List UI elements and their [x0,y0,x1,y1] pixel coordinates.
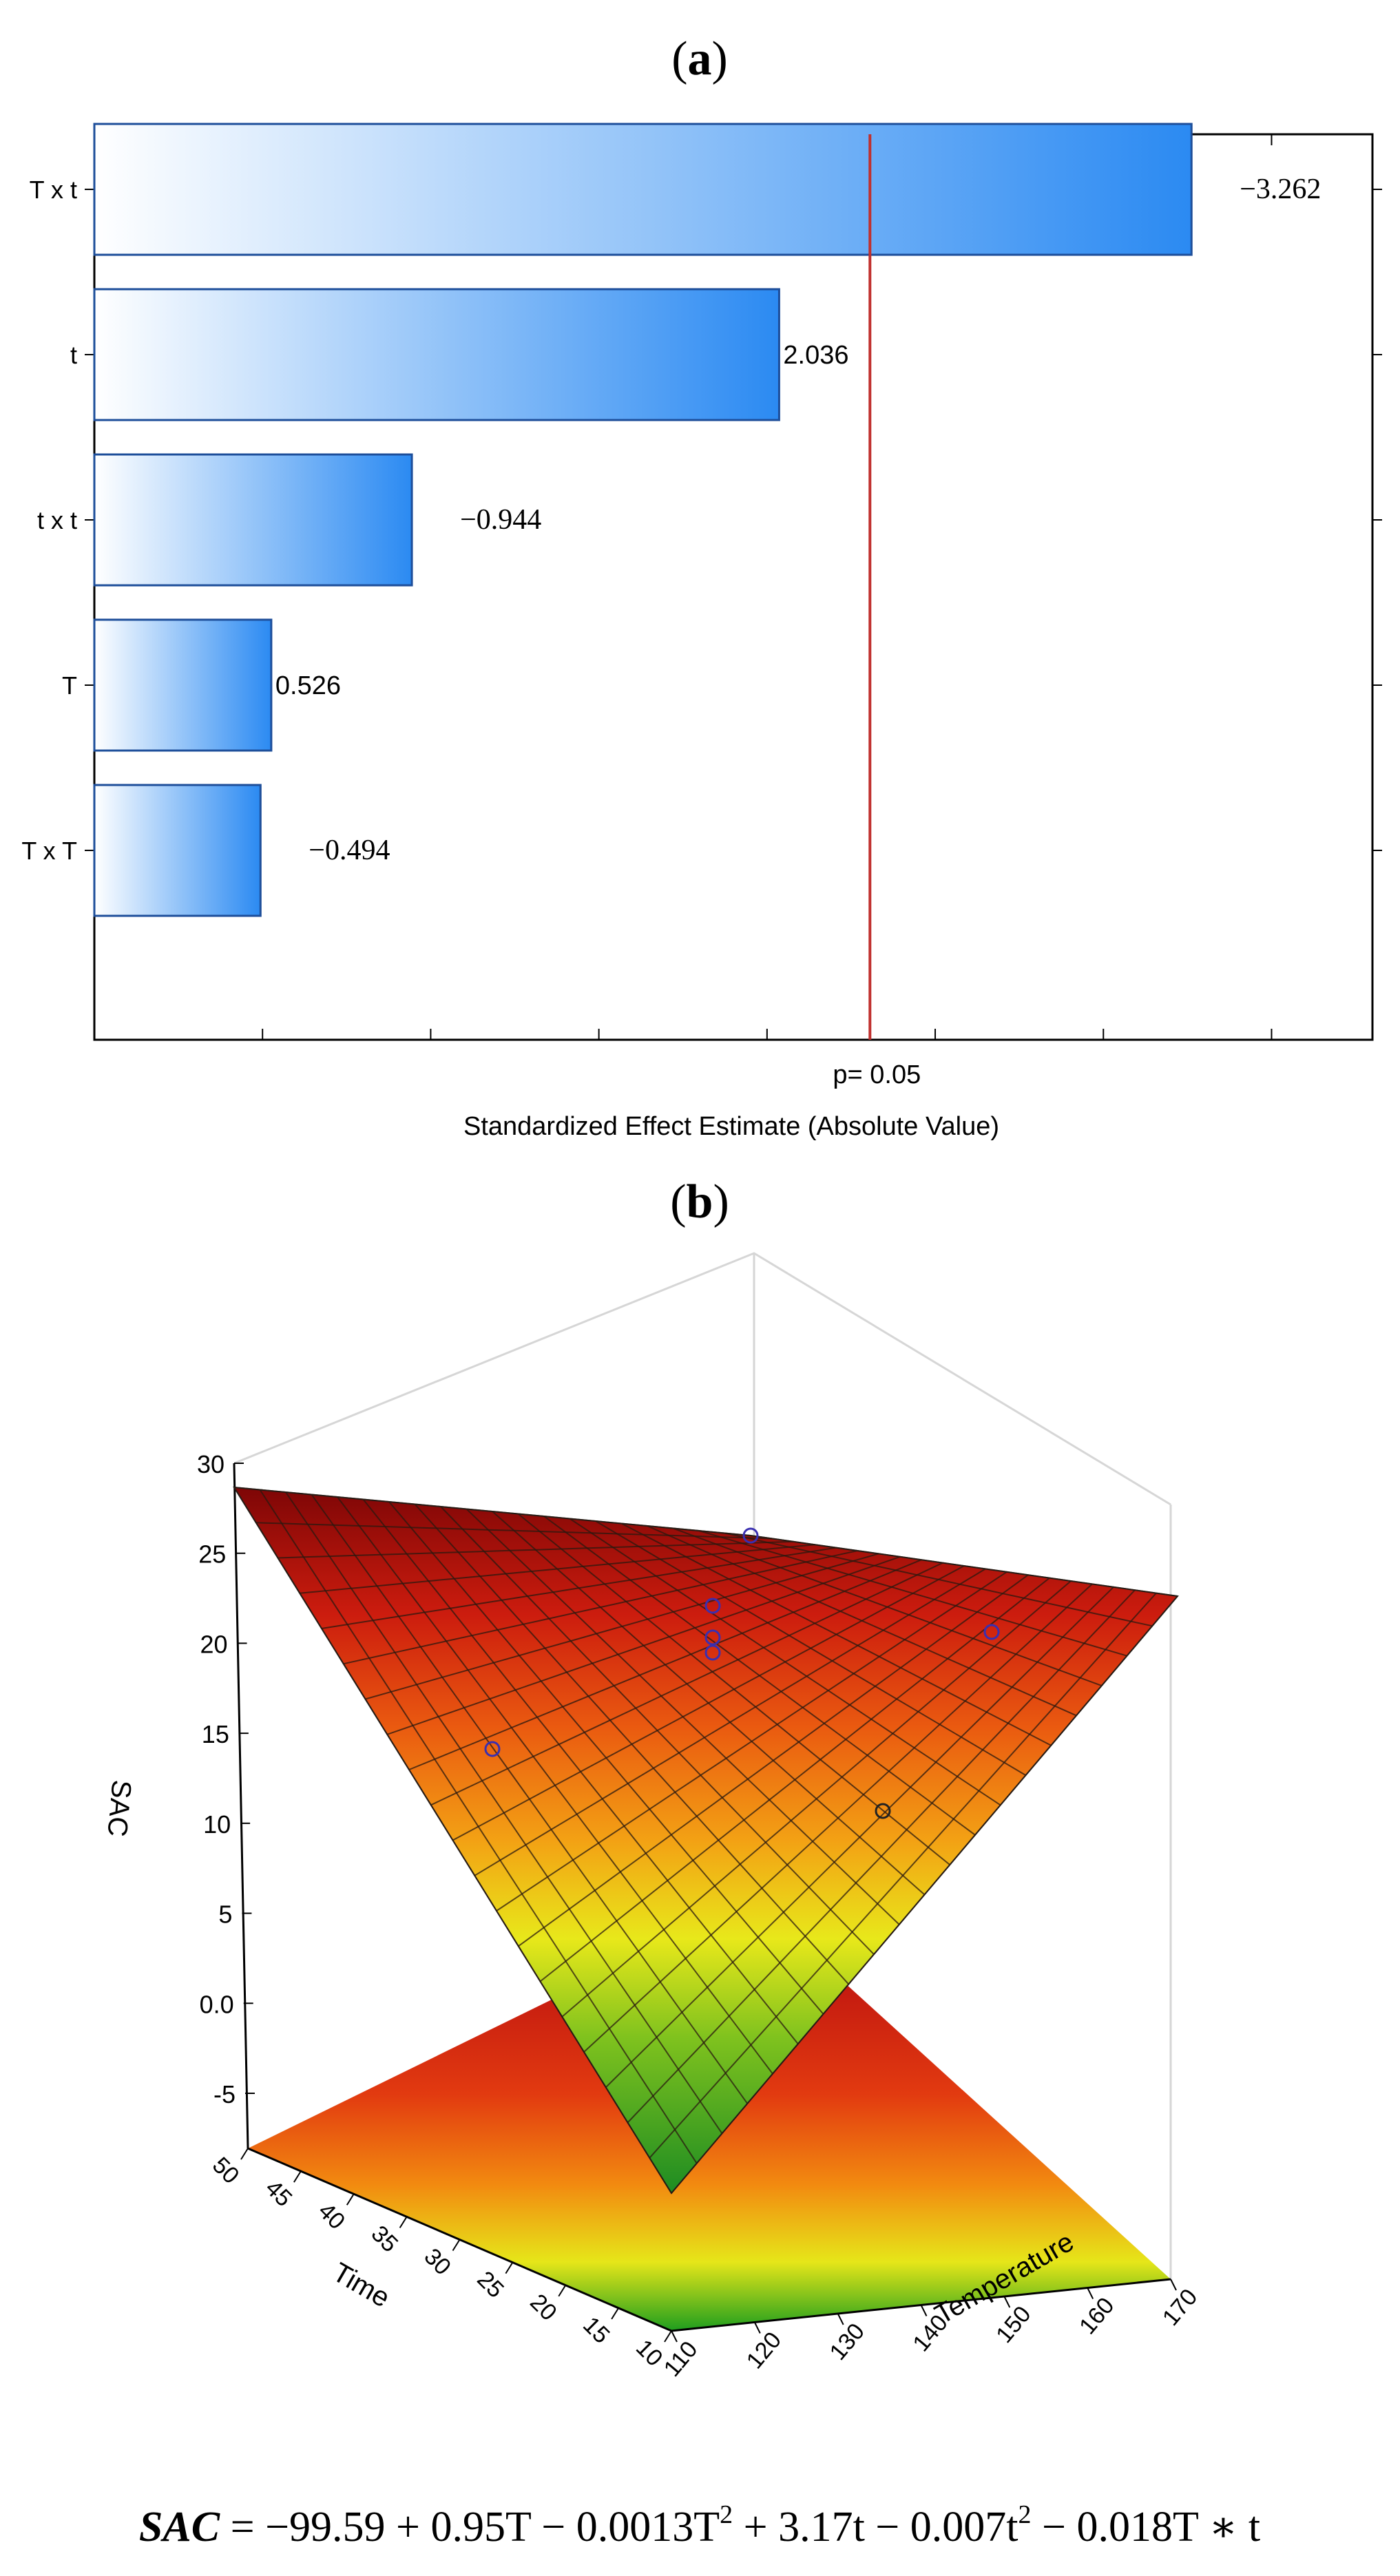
category-label: T x T [21,837,77,865]
mesh-line [496,1571,1007,1912]
mesh-line [673,1527,1103,1687]
temperature-tick [1087,2287,1094,2299]
plot-frame [93,133,1374,1041]
z-tick-label: 15 [202,1720,229,1748]
time-tick-label: 40 [313,2198,351,2235]
time-tick-label: 20 [525,2289,562,2326]
z-axis-title: SAC [101,1779,136,1838]
mesh-line [561,1580,1072,2018]
regression-equation: SAC = −99.59 + 0.95T − 0.0013T2 + 3.17t … [139,2500,1260,2551]
mesh-line [569,1518,1001,1806]
temperature-tick [920,2305,928,2316]
category-labels: T x t t t x t T T x T [21,176,77,865]
temperature-tick [837,2313,844,2325]
significance-label: p= 0.05 [833,1060,921,1089]
bar [93,618,273,752]
value-label: −0.944 [460,504,541,536]
data-point [704,1598,721,1614]
mesh-line [698,1530,1127,1657]
temperature-tick [1170,2279,1177,2291]
temperature-tick-label: 150 [991,2301,1036,2348]
bar [93,123,1193,256]
mesh-line [649,1592,1157,2159]
time-tick [240,2148,249,2160]
time-tick-label: 30 [419,2243,456,2281]
time-tick-label: 15 [578,2312,615,2349]
temperature-tick [1003,2296,1011,2308]
category-label: t [70,341,77,369]
bar [93,453,413,587]
value-label: −0.494 [309,835,390,866]
mesh-line [647,1525,1077,1717]
value-label: 2.036 [783,341,848,370]
bar [93,784,262,917]
panel-b-label: (b) [670,1175,729,1228]
mesh-line [595,1520,1027,1776]
category-label: t x t [37,506,77,534]
time-tick [505,2262,514,2274]
panel-a-label: (a) [671,32,728,85]
mesh-line [627,1589,1136,2124]
time-tick-label: 35 [366,2221,404,2258]
pareto-chart: T x t t t x t T T x T −3.262 2.036 −0.944 0.526… [21,123,1382,1141]
temperature-tick-label: 120 [742,2327,787,2374]
mesh-line [724,1532,1153,1627]
temperature-tick [671,2330,678,2343]
value-label: 0.526 [275,671,341,700]
temperature-tick-label: 110 [659,2336,703,2382]
z-tick-label: 0.0 [200,1990,234,2018]
bar [93,288,780,421]
time-tick-label: 50 [207,2152,244,2189]
temperature-tick-label: 170 [1158,2284,1203,2331]
bars [93,123,1193,917]
z-tick-label: -5 [213,2080,236,2108]
x-axis-title: Standardized Effect Estimate (Absolute V… [463,1112,999,1141]
z-tick-label: 25 [198,1540,226,1569]
time-tick-label: 25 [472,2266,509,2303]
time-tick-label: 45 [260,2175,297,2212]
data-point [704,1629,721,1646]
time-tick [399,2216,408,2228]
mesh-line [539,1577,1050,1982]
experimental-points [484,1527,1000,1819]
data-point [484,1741,501,1757]
mesh-line [474,1568,986,1876]
time-tick [558,2285,567,2297]
category-label: T [62,671,77,700]
data-point [742,1527,759,1544]
data-point [704,1644,721,1661]
box-back-edges [233,1252,1171,1506]
time-tick [664,2330,672,2343]
category-label: T x t [30,176,77,204]
mesh-line [750,1535,1178,1597]
temperature-tick-label: 160 [1074,2292,1120,2339]
time-tick [346,2193,355,2206]
z-tick-label: 30 [197,1450,224,1478]
value-labels: −3.262 2.036 −0.944 0.526 −0.494 [275,174,1321,866]
mesh-line [621,1522,1052,1746]
value-label: −3.262 [1240,174,1321,205]
mesh-line [518,1574,1029,1947]
time-tick [452,2239,461,2252]
axis-ticks [85,134,1382,1040]
mesh-line [583,1583,1093,2053]
mesh-line [671,1595,1178,2194]
z-axis-ticks: 30 25 20 15 10 5 0.0 -5 [197,1450,255,2108]
z-tick-label: 20 [200,1630,228,1658]
z-tick-label: 5 [218,1900,232,1929]
mesh-line [605,1587,1114,2088]
z-tick-label: 10 [203,1810,231,1839]
data-point [875,1803,891,1819]
time-tick [293,2170,302,2183]
temperature-tick-label: 130 [824,2318,870,2365]
mesh-line [452,1565,965,1841]
time-axis-title: Time [328,2257,395,2314]
temperature-tick [753,2322,761,2334]
z-axis-line [233,1463,249,2149]
mesh-line [543,1516,976,1836]
data-point [983,1624,1000,1640]
time-tick [611,2307,619,2320]
